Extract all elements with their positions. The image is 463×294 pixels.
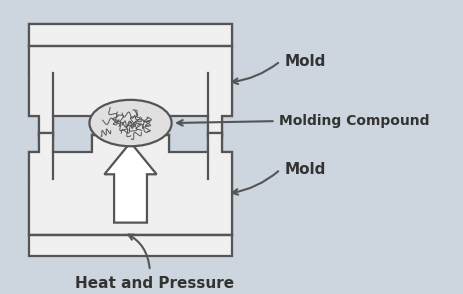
Polygon shape: [208, 116, 222, 136]
Polygon shape: [53, 73, 208, 116]
Polygon shape: [29, 46, 232, 73]
Polygon shape: [53, 152, 208, 179]
Text: Heat and Pressure: Heat and Pressure: [75, 276, 234, 291]
Text: Mold: Mold: [284, 54, 325, 69]
Polygon shape: [29, 73, 53, 116]
Polygon shape: [39, 116, 53, 136]
Bar: [29, 235, 232, 256]
Polygon shape: [29, 179, 232, 235]
Polygon shape: [29, 152, 53, 179]
Polygon shape: [39, 133, 53, 152]
Polygon shape: [105, 142, 156, 223]
Ellipse shape: [89, 100, 172, 146]
Bar: [92, 135, 169, 152]
Polygon shape: [208, 152, 232, 179]
Polygon shape: [208, 133, 222, 152]
Text: Molding Compound: Molding Compound: [279, 114, 430, 128]
Polygon shape: [29, 133, 232, 235]
Bar: [29, 24, 232, 46]
Polygon shape: [208, 73, 232, 116]
Polygon shape: [29, 24, 232, 136]
Text: Mold: Mold: [284, 162, 325, 177]
